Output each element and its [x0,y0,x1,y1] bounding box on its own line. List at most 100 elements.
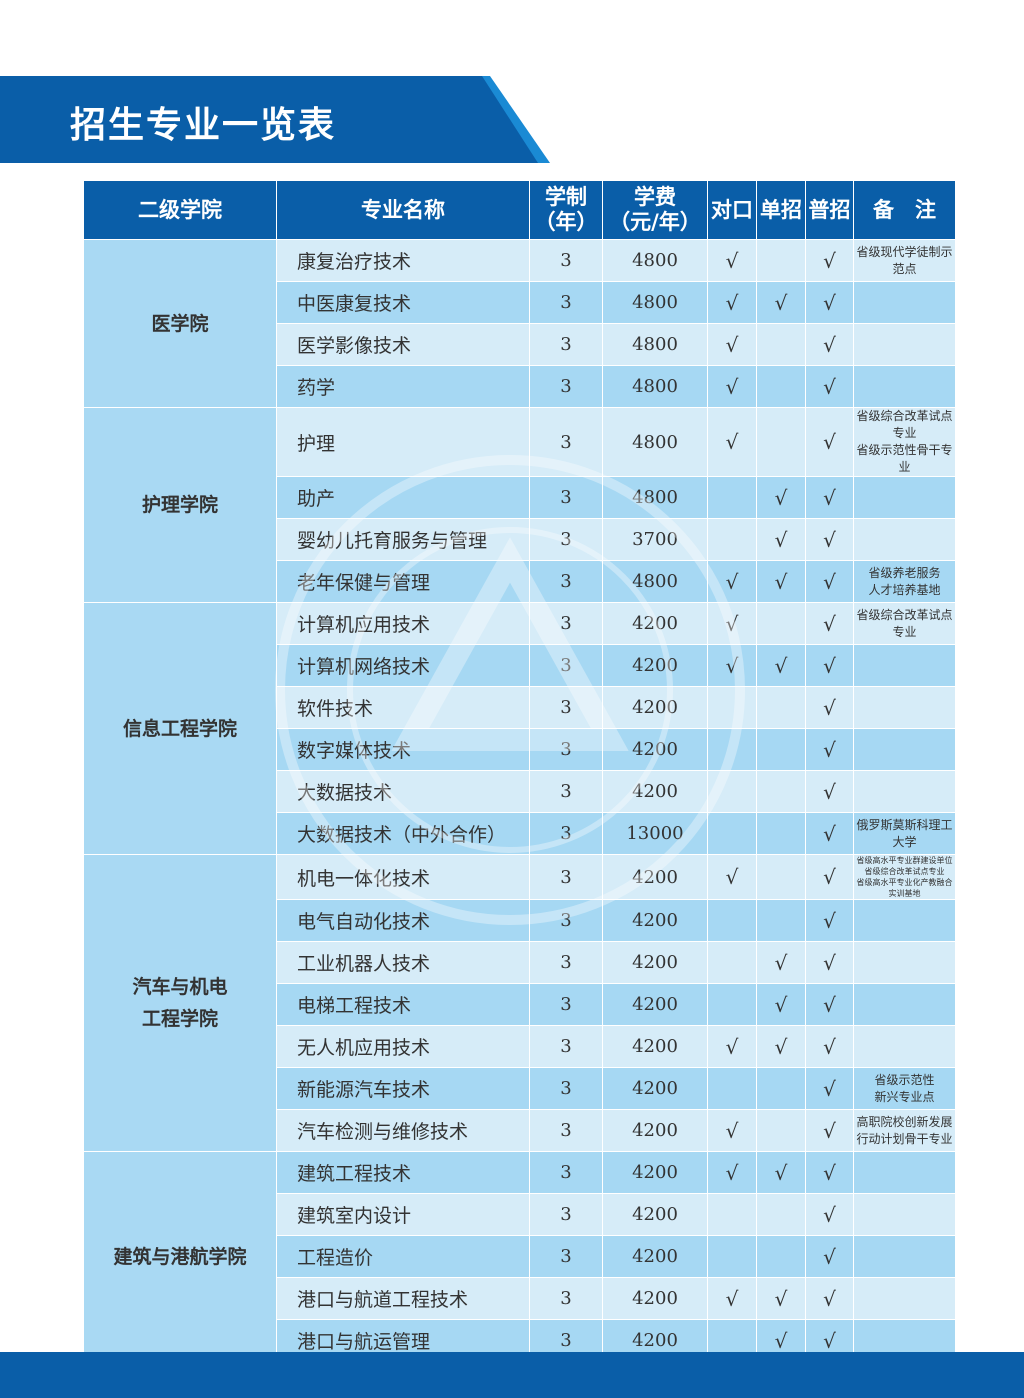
fee: 4200 [602,1067,708,1110]
puzhao-check-icon: √ [805,854,854,900]
page-title: 招生专业一览表 [70,105,337,146]
table-row: 护理学院 护理 3 4800 √ √ 省级综合改革试点专业 省级示范性骨干专业 [83,407,956,603]
major-name: 大数据技术（中外合作） [276,812,530,855]
fee: 4200 [602,1025,708,1068]
header-duikou: 对口 [707,180,757,240]
table-row: 电梯工程技术 3 4200 √ √ [84,983,956,1026]
table-row: 港口与航道工程技术 3 4200 √ √ √ [84,1277,956,1320]
table-row: 工程造价 3 4200 √ [84,1235,956,1278]
duikou-check-icon: √ [707,239,757,282]
puzhao-check-icon: √ [805,1109,854,1152]
fee: 4200 [602,1193,708,1236]
danzhao-check [756,602,806,645]
years: 3 [529,899,603,942]
years: 3 [529,1109,603,1152]
major-name: 软件技术 [276,686,530,729]
danzhao-check-icon: √ [756,1025,806,1068]
puzhao-check-icon: √ [805,941,854,984]
note [853,365,956,408]
years: 3 [529,686,603,729]
major-name: 建筑工程技术 [276,1151,530,1194]
table-row: 计算机网络技术 3 4200 √ √ √ [84,644,956,687]
puzhao-check-icon: √ [805,644,854,687]
danzhao-check [756,1109,806,1152]
major-name: 助产 [276,476,530,519]
fee: 4800 [602,476,708,519]
years: 3 [529,239,603,282]
header-years: 学制 （年） [529,180,603,240]
puzhao-check-icon: √ [805,560,854,603]
years: 3 [529,476,603,519]
major-name: 药学 [276,365,530,408]
note [853,281,956,324]
note: 俄罗斯莫斯科理工大学 [853,812,956,855]
college-name: 护理学院 [83,407,277,603]
note [853,476,956,519]
danzhao-check [756,1067,806,1110]
major-name: 中医康复技术 [276,281,530,324]
danzhao-check-icon: √ [756,644,806,687]
major-name: 婴幼儿托育服务与管理 [276,518,530,561]
majors-table: 二级学院 专业名称 学制 （年） 学费 （元/年） 对口 单招 普招备 注 医学院 康复治疗技… [83,180,956,1362]
note: 省级养老服务 人才培养基地 [853,560,956,603]
fee: 4800 [602,560,708,603]
fee: 4200 [602,941,708,984]
major-name: 数字媒体技术 [276,728,530,771]
danzhao-check-icon: √ [756,281,806,324]
puzhao-check-icon: √ [805,728,854,771]
major-name: 工业机器人技术 [276,941,530,984]
major-name: 机电一体化技术 [276,854,530,900]
major-name: 医学影像技术 [276,323,530,366]
note [853,1151,956,1194]
major-name: 老年保健与管理 [276,560,530,603]
note [853,323,956,366]
table-row: 建筑室内设计 3 4200 √ [84,1193,956,1236]
puzhao-check-icon: √ [805,770,854,813]
major-name: 康复治疗技术 [276,239,530,282]
header-danzhao: 单招 [756,180,806,240]
puzhao-check-icon: √ [805,1193,854,1236]
note: 高职院校创新发展 行动计划骨干专业 [853,1109,956,1152]
table-row: 数字媒体技术 3 4200 √ [84,728,956,771]
years: 3 [529,812,603,855]
danzhao-check [756,686,806,729]
duikou-check-icon: √ [707,1025,757,1068]
years: 3 [529,407,603,477]
danzhao-check [756,239,806,282]
fee: 4200 [602,1109,708,1152]
header-college: 二级学院 [83,180,277,240]
danzhao-check [756,854,806,900]
major-name: 计算机网络技术 [276,644,530,687]
fee: 4200 [602,983,708,1026]
header-major: 专业名称 [276,180,530,240]
duikou-check-icon: √ [707,365,757,408]
table-row: 无人机应用技术 3 4200 √ √ √ [84,1025,956,1068]
duikou-check-icon: √ [707,1109,757,1152]
duikou-check-icon: √ [707,854,757,900]
fee: 4800 [602,239,708,282]
major-name: 建筑室内设计 [276,1193,530,1236]
note [853,1193,956,1236]
danzhao-check [756,728,806,771]
major-name: 电气自动化技术 [276,899,530,942]
danzhao-check-icon: √ [756,983,806,1026]
footer-bar [0,1352,1024,1398]
table-row: 软件技术 3 4200 √ [84,686,956,729]
table-header: 二级学院 专业名称 学制 （年） 学费 （元/年） 对口 单招 普招备 注 [83,180,956,240]
duikou-check [707,518,757,561]
years: 3 [529,365,603,408]
puzhao-check-icon: √ [805,1235,854,1278]
fee: 4200 [602,728,708,771]
duikou-check [707,983,757,1026]
danzhao-check-icon: √ [756,518,806,561]
table-row: 汽车检测与维修技术 3 4200 √ √ 高职院校创新发展 行动计划骨干专业 [84,1109,956,1152]
fee: 4800 [602,281,708,324]
duikou-check [707,812,757,855]
table-row: 建筑与港航学院 建筑工程技术 3 4200 √ √ √ [83,1151,956,1362]
fee: 4200 [602,770,708,813]
fee: 3700 [602,518,708,561]
years: 3 [529,518,603,561]
note: 省级现代学徒制示范点 [853,239,956,282]
note [853,728,956,771]
years: 3 [529,1235,603,1278]
